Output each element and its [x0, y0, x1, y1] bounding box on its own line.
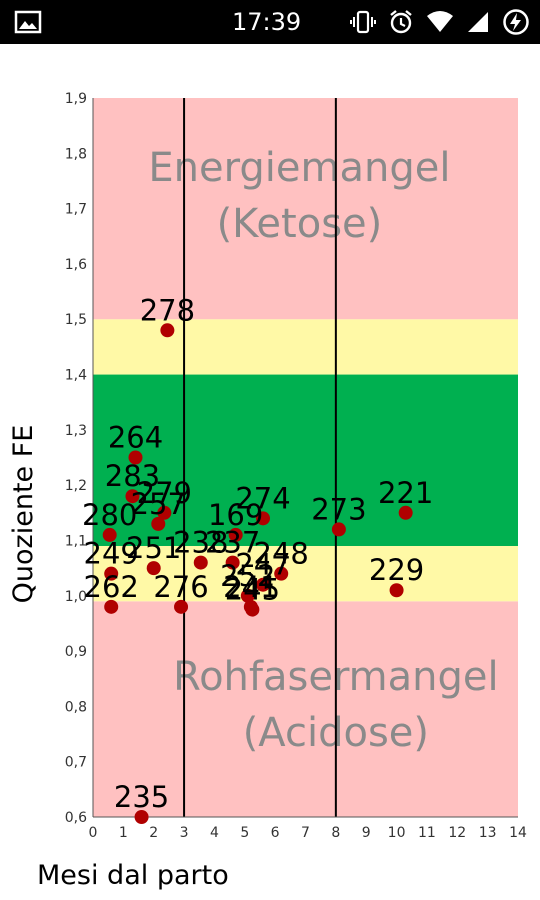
- zone-label-line2-0: (Ketose): [217, 201, 383, 247]
- vertical-reference-lines: [183, 98, 337, 817]
- x-tick-label: 3: [180, 825, 189, 841]
- data-point: [245, 602, 260, 617]
- x-tick-label: 10: [388, 825, 406, 841]
- data-point-label: 257: [131, 487, 186, 521]
- data-point: [225, 555, 240, 570]
- data-point: [160, 323, 175, 338]
- y-tick-label: 1,2: [65, 478, 87, 494]
- y-tick-label: 1,8: [65, 146, 87, 162]
- data-point: [146, 561, 161, 576]
- data-point: [256, 511, 270, 526]
- data-point-label: 221: [378, 476, 433, 510]
- axes: 0,6 0,7 0,8 0,9 1,0 1,1 1,2 1,3 1,4 1,5 1,6 1,7 1,8 1…: [65, 91, 527, 841]
- data-point: [256, 577, 270, 592]
- data-point-label: 237: [205, 526, 260, 560]
- y-tick-label: 1,1: [65, 533, 87, 549]
- data-point-label: 229: [369, 553, 424, 587]
- scatter-chart: Energiemangel(Ketose)Rohfasermangel(Acid…: [8, 91, 527, 891]
- zone-label-line1-0: Energiemangel: [148, 145, 450, 191]
- data-point-label: 278: [140, 293, 195, 327]
- y-tick-label: 1,9: [65, 91, 87, 107]
- y-tick-label: 0,8: [65, 699, 87, 715]
- vibrate-icon: [350, 10, 376, 34]
- zone-band-4: [93, 98, 518, 320]
- alarm-icon: [390, 10, 412, 34]
- data-point-label: 248: [254, 537, 309, 571]
- signal-icon: [468, 12, 488, 32]
- y-axis-title: Quoziente FE: [8, 425, 39, 604]
- x-tick-label: 8: [331, 825, 340, 841]
- data-point-label: 279: [137, 476, 192, 510]
- x-tick-label: 9: [362, 825, 371, 841]
- data-point-label: 169: [208, 498, 263, 532]
- data-point-label: 273: [311, 492, 366, 526]
- data-point-label: 251: [126, 531, 181, 565]
- data-point: [398, 505, 413, 520]
- data-point-label: 262: [84, 570, 139, 604]
- x-tick-label: 1: [119, 825, 128, 841]
- data-point: [193, 555, 208, 570]
- y-tick-label: 0,6: [65, 810, 87, 826]
- x-tick-label: 13: [479, 825, 497, 841]
- data-point: [134, 810, 149, 824]
- data-point-label: 247: [235, 548, 290, 582]
- x-tick-label: 0: [89, 825, 98, 841]
- data-point: [157, 505, 172, 520]
- data-point-label: 235: [114, 780, 169, 814]
- data-point-label: 276: [153, 570, 208, 604]
- data-point-label: 280: [82, 498, 137, 532]
- data-point: [228, 527, 243, 542]
- x-tick-label: 5: [240, 825, 249, 841]
- data-point: [174, 599, 189, 614]
- zone-band-0: [93, 601, 518, 817]
- data-point: [240, 588, 255, 603]
- data-point: [331, 522, 346, 537]
- data-point-label: 249: [84, 537, 139, 571]
- battery-charging-icon: [503, 9, 529, 35]
- zone-band-3: [93, 319, 518, 375]
- y-tick-label: 1,3: [65, 423, 87, 439]
- zone-bands: [93, 98, 518, 817]
- x-tick-label: 14: [509, 825, 527, 841]
- data-point-label: 238: [173, 526, 228, 560]
- data-point-label: 274: [235, 481, 290, 515]
- y-tick-label: 1,6: [65, 257, 87, 273]
- y-tick-label: 1,4: [65, 368, 87, 384]
- data-point: [274, 566, 289, 581]
- image-icon: [14, 10, 42, 34]
- data-point: [125, 489, 140, 504]
- data-point-label: 283: [105, 459, 160, 493]
- status-bar: 17:39: [0, 0, 540, 44]
- wifi-icon: [427, 11, 453, 32]
- y-tick-label: 0,9: [65, 644, 87, 660]
- y-tick-label: 0,7: [65, 755, 87, 771]
- data-point: [389, 583, 404, 598]
- x-tick-label: 6: [271, 825, 280, 841]
- x-tick-label: 2: [149, 825, 158, 841]
- x-axis-title: Mesi dal parto: [37, 860, 229, 891]
- status-time: 17:39: [232, 8, 302, 36]
- data-point-label: 245: [225, 573, 280, 607]
- x-tick-label: 4: [210, 825, 219, 841]
- data-point: [102, 527, 117, 542]
- data-point: [128, 450, 143, 465]
- data-point-label: 252: [220, 559, 275, 593]
- data-point: [151, 516, 166, 531]
- y-tick-label: 1,7: [65, 202, 87, 218]
- zone-band-1: [93, 545, 518, 602]
- status-icons: [350, 8, 530, 36]
- y-tick-label: 1,0: [65, 589, 87, 605]
- data-point: [104, 599, 119, 614]
- data-point-label: 241: [223, 570, 278, 604]
- x-tick-label: 7: [301, 825, 310, 841]
- data-point: [104, 566, 119, 581]
- x-tick-label: 12: [448, 825, 466, 841]
- x-tick-label: 11: [418, 825, 436, 841]
- data-point-label: 264: [108, 421, 163, 455]
- y-tick-label: 1,5: [65, 312, 87, 328]
